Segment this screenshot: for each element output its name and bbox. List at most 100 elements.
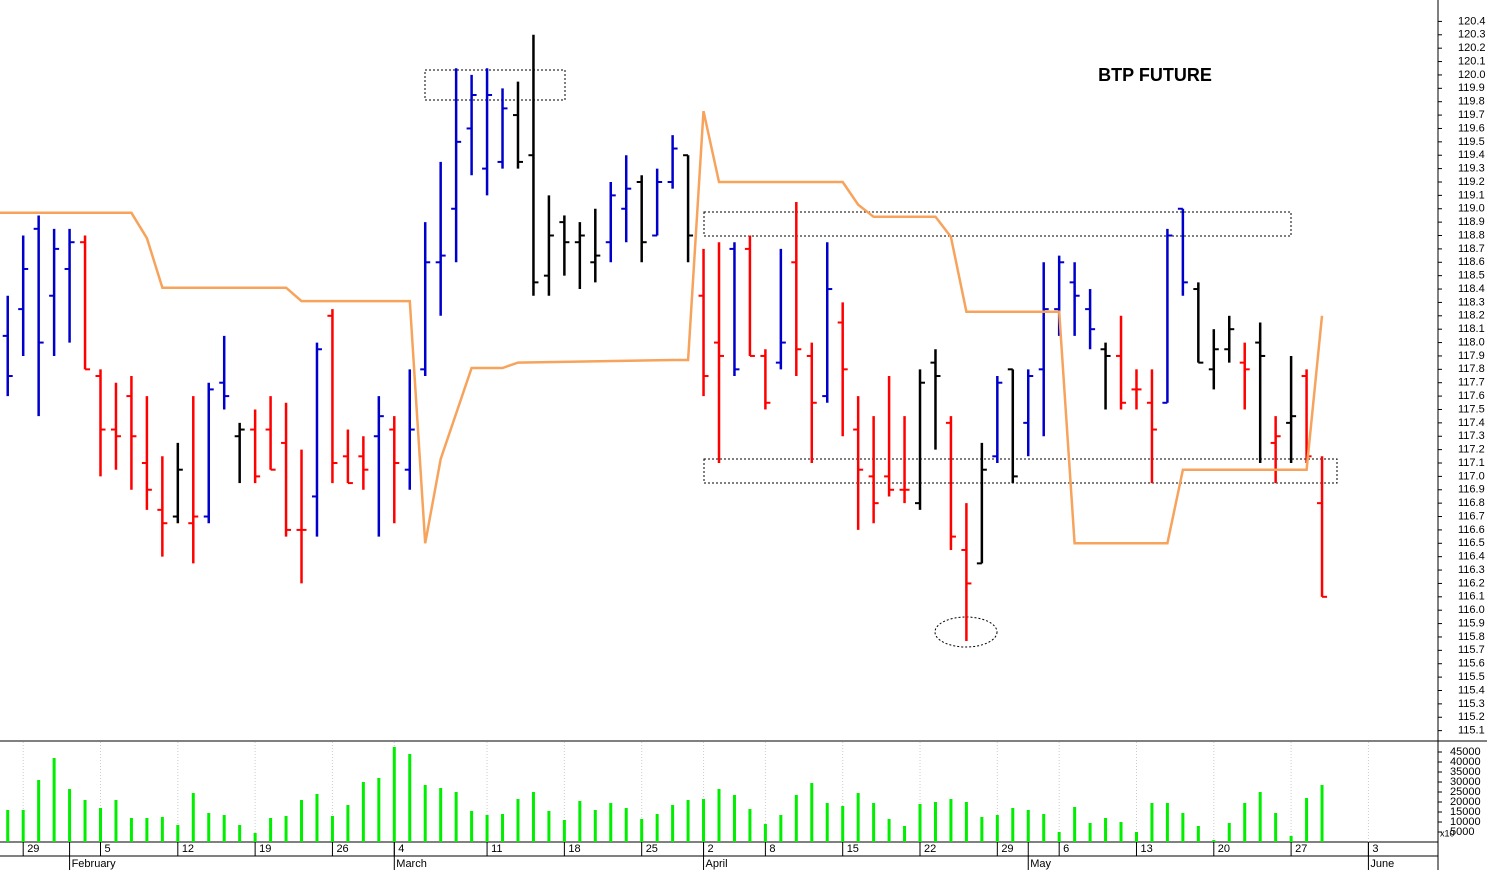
volume-bar bbox=[1165, 803, 1169, 842]
volume-tick-label: 10000 bbox=[1450, 816, 1481, 828]
volume-bar bbox=[269, 818, 273, 842]
y-tick-label: 117.7 bbox=[1458, 377, 1485, 389]
y-tick-label: 118.8 bbox=[1458, 229, 1485, 241]
annotation-box bbox=[703, 211, 1292, 237]
x-tick-label: 29 bbox=[27, 843, 39, 855]
volume-bar bbox=[160, 817, 164, 842]
y-tick-label: 117.5 bbox=[1458, 403, 1485, 415]
volume-bar bbox=[1057, 832, 1061, 842]
y-tick-label: 115.7 bbox=[1458, 644, 1485, 656]
y-tick-label: 119.9 bbox=[1458, 82, 1485, 94]
y-tick-label: 119.2 bbox=[1458, 176, 1485, 188]
volume-bar bbox=[1212, 840, 1216, 842]
volume-bar bbox=[21, 810, 25, 842]
volume-bar bbox=[686, 800, 690, 842]
x-tick-label: 13 bbox=[1140, 843, 1152, 855]
x-tick-label: 27 bbox=[1295, 843, 1307, 855]
volume-bar bbox=[702, 799, 706, 842]
y-tick-label: 119.7 bbox=[1458, 109, 1485, 121]
volume-bar bbox=[562, 820, 566, 842]
volume-bar bbox=[547, 811, 551, 842]
volume-bar bbox=[330, 816, 334, 842]
volume-bar bbox=[1088, 823, 1092, 842]
month-label: May bbox=[1030, 858, 1051, 870]
volume-bar bbox=[253, 833, 257, 842]
y-tick-label: 115.5 bbox=[1458, 671, 1485, 683]
y-tick-label: 116.8 bbox=[1458, 497, 1485, 509]
volume-bar bbox=[1119, 822, 1123, 842]
y-tick-label: 118.4 bbox=[1458, 283, 1485, 295]
y-tick-label: 120.0 bbox=[1458, 69, 1486, 81]
y-tick-label: 116.0 bbox=[1458, 604, 1485, 616]
y-tick-label: 116.6 bbox=[1458, 524, 1485, 536]
y-tick-label: 119.5 bbox=[1458, 136, 1485, 148]
volume-bar bbox=[655, 814, 659, 842]
volume-bar bbox=[1320, 785, 1324, 842]
y-tick-label: 117.1 bbox=[1458, 457, 1485, 469]
volume-bar bbox=[300, 800, 304, 842]
y-tick-label: 117.6 bbox=[1458, 390, 1485, 402]
volume-bar bbox=[191, 793, 195, 842]
month-label: February bbox=[72, 858, 117, 870]
volume-bar bbox=[748, 809, 752, 842]
volume-bar bbox=[794, 795, 798, 842]
y-tick-label: 116.5 bbox=[1458, 537, 1485, 549]
volume-bar bbox=[99, 808, 103, 842]
y-tick-label: 116.9 bbox=[1458, 484, 1485, 496]
y-tick-label: 118.2 bbox=[1458, 310, 1485, 322]
y-tick-label: 115.1 bbox=[1458, 725, 1485, 737]
volume-bar bbox=[1011, 808, 1015, 842]
y-tick-label: 115.3 bbox=[1458, 698, 1485, 710]
y-tick-label: 119.4 bbox=[1458, 149, 1485, 161]
volume-bar bbox=[238, 825, 242, 842]
volume-bar bbox=[516, 799, 520, 842]
volume-bar bbox=[1134, 832, 1138, 842]
volume-bar bbox=[114, 800, 118, 842]
y-tick-label: 118.9 bbox=[1458, 216, 1485, 228]
volume-bar bbox=[1196, 826, 1200, 842]
volume-bar bbox=[408, 754, 412, 842]
volume-bar bbox=[1026, 810, 1030, 842]
y-tick-label: 117.3 bbox=[1458, 430, 1485, 442]
volume-bar bbox=[361, 782, 365, 842]
volume-bar bbox=[578, 801, 582, 842]
volume-bar bbox=[779, 815, 783, 842]
month-label: April bbox=[706, 858, 728, 870]
volume-bar bbox=[671, 805, 675, 842]
x-tick-label: 12 bbox=[182, 843, 194, 855]
volume-tick-label: 25000 bbox=[1450, 786, 1481, 798]
volume-bar bbox=[1227, 823, 1231, 842]
y-tick-label: 115.6 bbox=[1458, 658, 1485, 670]
volume-bar bbox=[129, 818, 133, 842]
x-tick-label: 4 bbox=[398, 843, 404, 855]
volume-bar bbox=[68, 789, 72, 842]
volume-bar bbox=[1181, 813, 1185, 842]
volume-bar bbox=[284, 816, 288, 842]
volume-bar bbox=[1305, 798, 1309, 842]
volume-bar bbox=[1150, 803, 1154, 842]
volume-tick-label: 5000 bbox=[1450, 826, 1474, 838]
chart-title: BTP FUTURE bbox=[1098, 65, 1212, 85]
volume-bar bbox=[995, 815, 999, 842]
y-tick-label: 117.2 bbox=[1458, 444, 1485, 456]
volume-bar bbox=[918, 804, 922, 842]
volume-bar bbox=[392, 747, 396, 842]
volume-bar bbox=[37, 780, 41, 842]
volume-tick-label: 40000 bbox=[1450, 756, 1481, 768]
volume-tick-label: 30000 bbox=[1450, 776, 1481, 788]
x-tick-label: 5 bbox=[105, 843, 111, 855]
volume-tick-label: 45000 bbox=[1450, 746, 1481, 758]
y-tick-label: 118.6 bbox=[1458, 256, 1485, 268]
volume-bar bbox=[825, 803, 829, 842]
x-tick-label: 2 bbox=[708, 843, 714, 855]
volume-bar bbox=[593, 810, 597, 842]
y-tick-label: 116.2 bbox=[1458, 577, 1485, 589]
volume-bar bbox=[903, 826, 907, 842]
y-tick-label: 117.0 bbox=[1458, 470, 1485, 482]
y-tick-label: 117.4 bbox=[1458, 417, 1485, 429]
volume-bar bbox=[377, 778, 381, 842]
y-tick-label: 116.1 bbox=[1458, 591, 1485, 603]
y-tick-label: 118.5 bbox=[1458, 270, 1485, 282]
volume-bar bbox=[732, 795, 736, 842]
